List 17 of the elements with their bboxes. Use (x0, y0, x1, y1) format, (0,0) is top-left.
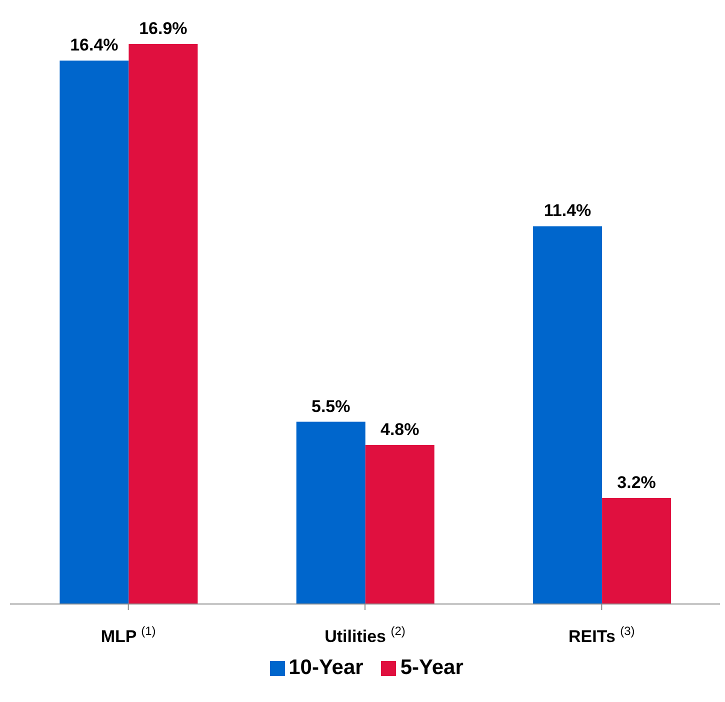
x-tick-label: REITs $^{(3)}$ (568, 624, 635, 646)
legend-label: 10-Year (288, 656, 364, 680)
bar (60, 60, 129, 604)
bar (533, 226, 602, 604)
data-label: 3.2% (617, 472, 656, 492)
data-label: 5.5% (311, 396, 350, 416)
data-label: 16.4% (70, 36, 118, 55)
data-label: 16.9% (139, 19, 188, 38)
x-tick-label: MLP $^{(1)}$ (100, 624, 156, 646)
x-tick-label: Utilities $^{(2)}$ (324, 624, 406, 646)
bar (128, 44, 198, 604)
bar (602, 498, 672, 604)
bar (296, 422, 366, 604)
data-label: 4.8% (380, 420, 420, 439)
data-label: 11.4% (544, 201, 592, 220)
bar (365, 444, 434, 604)
legend-label: 5-Year (400, 656, 464, 680)
